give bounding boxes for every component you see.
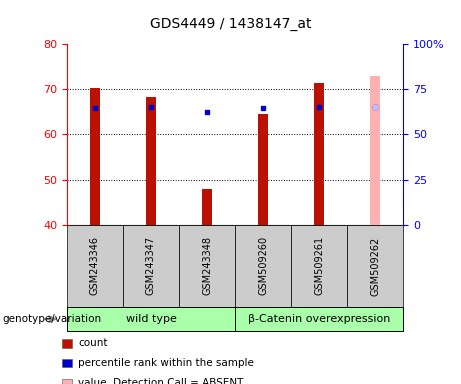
Text: GSM509261: GSM509261 xyxy=(314,237,324,295)
Text: percentile rank within the sample: percentile rank within the sample xyxy=(78,358,254,368)
Text: count: count xyxy=(78,338,107,348)
Text: β-Catenin overexpression: β-Catenin overexpression xyxy=(248,314,390,324)
Text: genotype/variation: genotype/variation xyxy=(2,314,101,324)
Text: GSM509262: GSM509262 xyxy=(370,236,380,296)
Text: value, Detection Call = ABSENT: value, Detection Call = ABSENT xyxy=(78,378,243,384)
Text: GSM243348: GSM243348 xyxy=(202,237,212,295)
Bar xyxy=(146,98,156,225)
Bar xyxy=(370,76,380,225)
Text: GSM243346: GSM243346 xyxy=(90,237,100,295)
Text: wild type: wild type xyxy=(125,314,177,324)
Text: GSM509260: GSM509260 xyxy=(258,237,268,295)
Bar xyxy=(202,189,212,225)
Text: GSM243347: GSM243347 xyxy=(146,237,156,295)
Text: GDS4449 / 1438147_at: GDS4449 / 1438147_at xyxy=(150,17,311,31)
Bar xyxy=(314,83,324,225)
Bar xyxy=(90,88,100,225)
Bar xyxy=(258,114,268,225)
